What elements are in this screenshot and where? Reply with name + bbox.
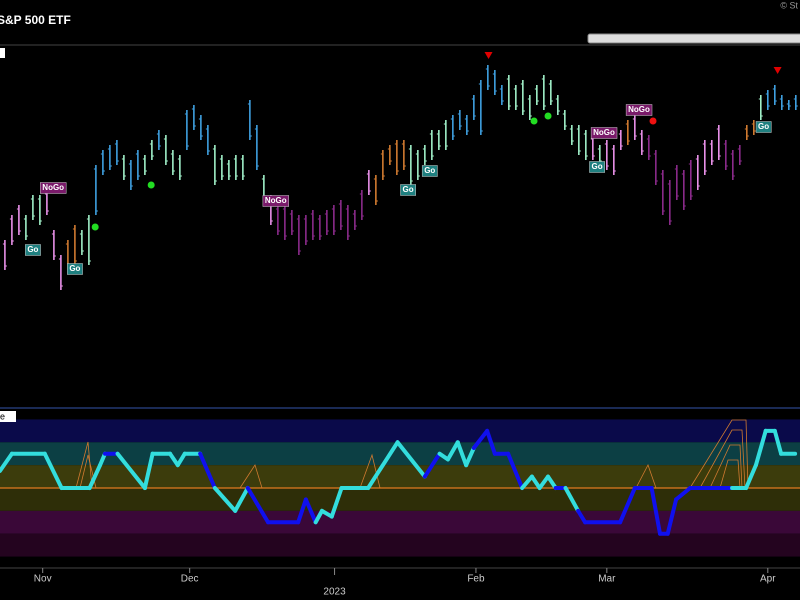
signal-label: NoGo [593, 128, 615, 137]
oscillator-segment [520, 474, 534, 490]
signal-label-box [755, 121, 772, 133]
fan [239, 464, 263, 489]
x-tick-label: Apr [760, 574, 776, 585]
oscillator-segment [422, 451, 442, 479]
signal-label: NoGo [628, 105, 650, 114]
oscillator-segment [42, 451, 64, 490]
band [0, 488, 800, 511]
band [0, 533, 800, 557]
oscillator-segment [329, 486, 344, 519]
oscillator-segment [303, 497, 318, 525]
oscillator-segment [212, 486, 238, 513]
fan [719, 459, 741, 489]
signal-label: NoGo [265, 196, 287, 205]
oscillator-label: e [0, 411, 5, 421]
signal-label-box [400, 184, 416, 196]
oscillator-segment [529, 474, 542, 490]
band [0, 442, 800, 466]
oscillator-segment [395, 440, 427, 479]
oscillator-segment [464, 446, 476, 468]
signal-label: Go [758, 122, 769, 131]
oscillator-segment [168, 451, 180, 468]
fan [699, 429, 746, 489]
oscillator-segment [546, 474, 558, 490]
oscillator-segment [296, 497, 308, 525]
band [0, 419, 800, 443]
signal-label: NoGo [42, 183, 64, 192]
signal-label-box [25, 244, 41, 256]
signal-label: Go [27, 245, 38, 254]
oscillator-segment [366, 440, 400, 490]
oscillator-segment [313, 508, 324, 525]
x-year-label: 2023 [323, 587, 346, 598]
band [0, 510, 800, 534]
signal-label: Go [402, 185, 413, 194]
signal-label-box [589, 161, 605, 173]
fan [635, 463, 657, 489]
oscillator-segment [87, 463, 103, 490]
signal-label-box [590, 127, 618, 139]
oscillator-segment [115, 451, 147, 490]
oscillator-fans [75, 419, 749, 489]
oscillator-segment [649, 486, 663, 536]
oscillator-segment [772, 428, 784, 456]
signal-marker [484, 52, 493, 59]
oscillator-segment [142, 451, 155, 490]
oscillator-segment [744, 463, 758, 490]
signal-marker [91, 223, 99, 231]
panel-tab [0, 411, 16, 422]
signal-label-box [40, 182, 67, 194]
x-tick-label: Dec [181, 574, 199, 585]
scroll-bar[interactable] [587, 33, 800, 44]
oscillator-segment [198, 451, 217, 490]
fan [689, 419, 749, 489]
signal-label: Go [591, 162, 602, 171]
signal-marker [147, 181, 155, 189]
copyright: © St [780, 0, 798, 10]
oscillator-segment [618, 486, 637, 525]
oscillator-segment [245, 486, 271, 525]
oscillator-segment [98, 451, 107, 468]
signal-marker [544, 112, 552, 120]
signal-label-box [67, 263, 83, 275]
oscillator-segment [537, 474, 551, 490]
oscillator-segment [674, 486, 693, 502]
x-tick-label: Mar [598, 574, 616, 585]
signal-label: Go [424, 166, 435, 175]
band [0, 465, 800, 488]
oscillator-segment [665, 497, 679, 536]
oscillator-segment [753, 428, 768, 468]
oscillator-segment [175, 451, 187, 468]
oscillator-segment [485, 428, 497, 456]
oscillator-segment [563, 486, 581, 513]
signal-label-box [625, 104, 653, 116]
oscillator-segment [445, 440, 460, 462]
oscillator-segment [506, 451, 525, 490]
oscillator-segment [576, 508, 588, 525]
panel-tab [0, 48, 5, 58]
oscillator-segment [455, 440, 469, 468]
signal-label-box [262, 195, 290, 207]
oscillator-segment [233, 486, 250, 513]
fan [709, 444, 743, 489]
signal-marker [649, 117, 657, 125]
x-tick-label: Feb [467, 574, 485, 585]
oscillator-segment [471, 428, 490, 450]
x-tick-label: Nov [34, 574, 52, 585]
chart-title: S&P 500 ETF [0, 13, 71, 27]
signal-label: Go [69, 264, 80, 273]
fan [75, 441, 93, 489]
signal-marker [773, 67, 782, 74]
oscillator-segment [0, 451, 14, 473]
signal-label-box [421, 165, 438, 177]
signal-marker [530, 117, 538, 125]
